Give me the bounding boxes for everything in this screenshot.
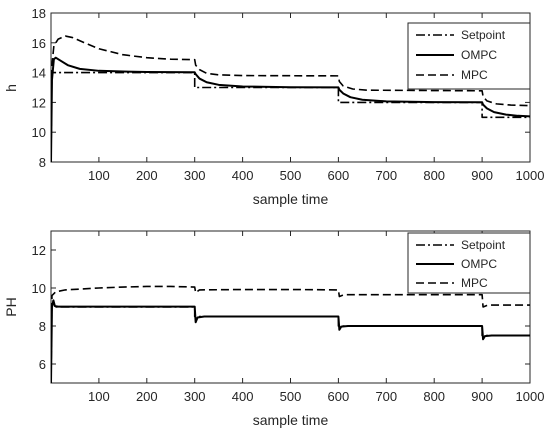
chart1-legend: Setpoint OMPC MPC — [407, 232, 531, 294]
chart1-x-tick-label: 800 — [423, 389, 445, 404]
chart1-series-mpc-line — [51, 285, 530, 383]
chart0-x-tick-label: 900 — [471, 168, 493, 183]
chart1-x-tick-label: 300 — [184, 389, 206, 404]
chart1-y-tick-label: 12 — [32, 243, 46, 258]
chart1-x-tick-label: 400 — [232, 389, 254, 404]
chart1-legend-label-mpc: MPC — [461, 276, 488, 290]
chart0-legend: Setpoint OMPC MPC — [407, 22, 531, 90]
chart1-x-tick-label: 100 — [88, 389, 110, 404]
chart1-y-tick-label: 8 — [39, 319, 46, 334]
chart0-x-tick-label: 600 — [328, 168, 350, 183]
chart0-x-axis-label: sample time — [253, 191, 329, 207]
chart1-x-tick-label: 500 — [280, 389, 302, 404]
chart0-legend-label-ompc: OMPC — [461, 48, 497, 62]
top-panel-h: 100 200 300 400 500 600 700 800 900 1000 8 10 12 14 16… — [3, 6, 544, 207]
chart1-x-tick-label: 700 — [375, 389, 397, 404]
chart0-y-axis-label: h — [3, 84, 19, 92]
chart0-y-tick-label: 12 — [32, 95, 46, 110]
chart0-legend-label-setpoint: Setpoint — [461, 28, 506, 42]
chart1-x-tick-label: 200 — [136, 389, 158, 404]
chart0-y-tick-label: 8 — [39, 155, 46, 170]
chart0-x-tick-label: 200 — [136, 168, 158, 183]
chart0-x-tick-label: 400 — [232, 168, 254, 183]
chart0-y-tick-label: 16 — [32, 36, 46, 51]
chart1-x-tick-label: 1000 — [516, 389, 545, 404]
chart0-series-mpc-line — [51, 35, 530, 162]
chart0-series-ompc-line — [51, 56, 530, 162]
chart0-y-tick-label: 18 — [32, 6, 46, 21]
chart1-x-tick-label: 600 — [328, 389, 350, 404]
chart1-y-tick-label: 10 — [32, 281, 46, 296]
chart0-y-tick-label: 10 — [32, 125, 46, 140]
chart1-series-ompc-line — [51, 299, 530, 383]
chart1-y-axis-label: PH — [3, 297, 19, 316]
chart1-y-tick-label: 6 — [39, 357, 46, 372]
chart1-x-axis-label: sample time — [253, 412, 329, 428]
chart0-x-tick-label: 300 — [184, 168, 206, 183]
chart0-x-tick-label: 800 — [423, 168, 445, 183]
chart0-legend-label-mpc: MPC — [461, 68, 488, 82]
chart0-x-tick-label: 700 — [375, 168, 397, 183]
chart1-legend-label-ompc: OMPC — [461, 257, 497, 271]
chart0-y-tick-label: 14 — [32, 66, 46, 81]
bottom-panel-ph: 100 200 300 400 500 600 700 800 900 1000 6 8 10 12 sam… — [3, 230, 545, 428]
chart0-x-tick-label: 500 — [280, 168, 302, 183]
chart0-x-tick-label: 100 — [88, 168, 110, 183]
chart1-x-tick-label: 900 — [471, 389, 493, 404]
chart1-legend-label-setpoint: Setpoint — [461, 238, 506, 252]
chart0-x-tick-label: 1000 — [516, 168, 545, 183]
